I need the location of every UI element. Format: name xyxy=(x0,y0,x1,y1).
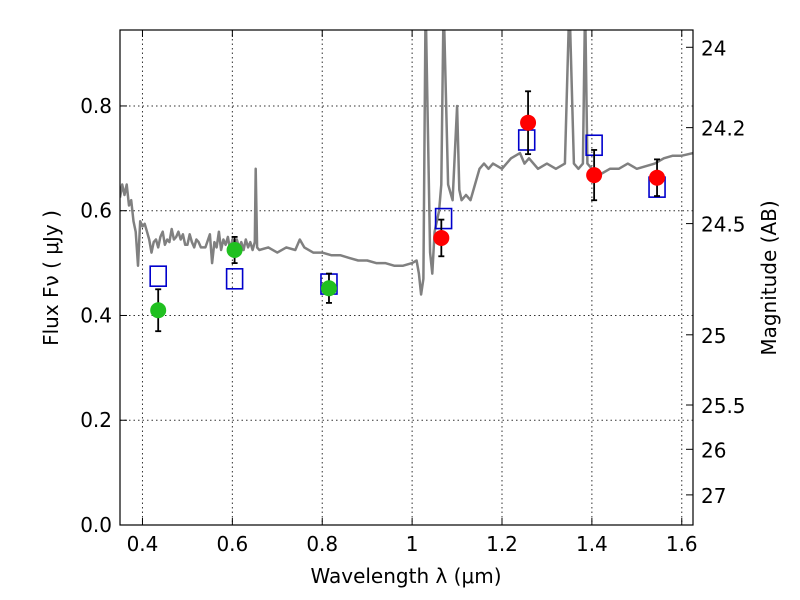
model-flux-square xyxy=(434,207,453,230)
axis-ticks: 0.4 0.6 0.8 1 1.2 1.4 1.6 0.0 0.2 0.4 0.6 0.8 24 24.2… xyxy=(80,30,746,556)
plot-frame xyxy=(119,29,694,526)
model-flux-square xyxy=(225,268,244,290)
photometry-point xyxy=(226,242,243,258)
photometry-point xyxy=(433,229,450,246)
grid-lines xyxy=(120,30,693,526)
y-tick-label: 0.0 xyxy=(80,513,112,537)
y-tick-label: 0.2 xyxy=(80,408,112,432)
y-tick-label: 0.6 xyxy=(80,199,112,223)
photometry-point xyxy=(150,302,167,319)
x-tick-label: 0.8 xyxy=(306,532,338,556)
x-tick-label: 1 xyxy=(406,532,419,556)
photometry-point xyxy=(320,280,337,297)
y-axis-label-right: Magnitude (AB) xyxy=(757,200,781,355)
magnitude-tick-label: 24.5 xyxy=(701,213,746,237)
x-tick-label: 1.6 xyxy=(666,532,698,556)
y-tick-label: 0.4 xyxy=(80,303,112,327)
x-tick-label: 0.4 xyxy=(127,532,159,556)
model-flux-square xyxy=(517,129,536,151)
x-axis-label: Wavelength λ (μm) xyxy=(310,564,501,588)
model-flux-square xyxy=(149,265,167,287)
x-tick-label: 1.2 xyxy=(486,532,518,556)
photometry-point xyxy=(649,169,666,186)
y-tick-label: 0.8 xyxy=(80,94,112,118)
y-axis-label-left: Flux Fν ( μJy ) xyxy=(39,210,63,346)
x-tick-label: 0.6 xyxy=(216,532,248,556)
magnitude-tick-label: 25.5 xyxy=(701,394,746,418)
magnitude-tick-label: 24 xyxy=(701,36,726,60)
magnitude-tick-label: 26 xyxy=(701,438,726,462)
magnitude-tick-label: 25 xyxy=(701,324,726,348)
x-tick-label: 1.4 xyxy=(576,532,608,556)
template-spectrum-line xyxy=(120,30,693,296)
magnitude-tick-label: 24.2 xyxy=(701,117,746,141)
plot-area xyxy=(120,30,693,333)
photometry-point xyxy=(520,114,537,131)
photometry-point xyxy=(586,167,603,184)
magnitude-tick-label: 27 xyxy=(701,484,726,508)
